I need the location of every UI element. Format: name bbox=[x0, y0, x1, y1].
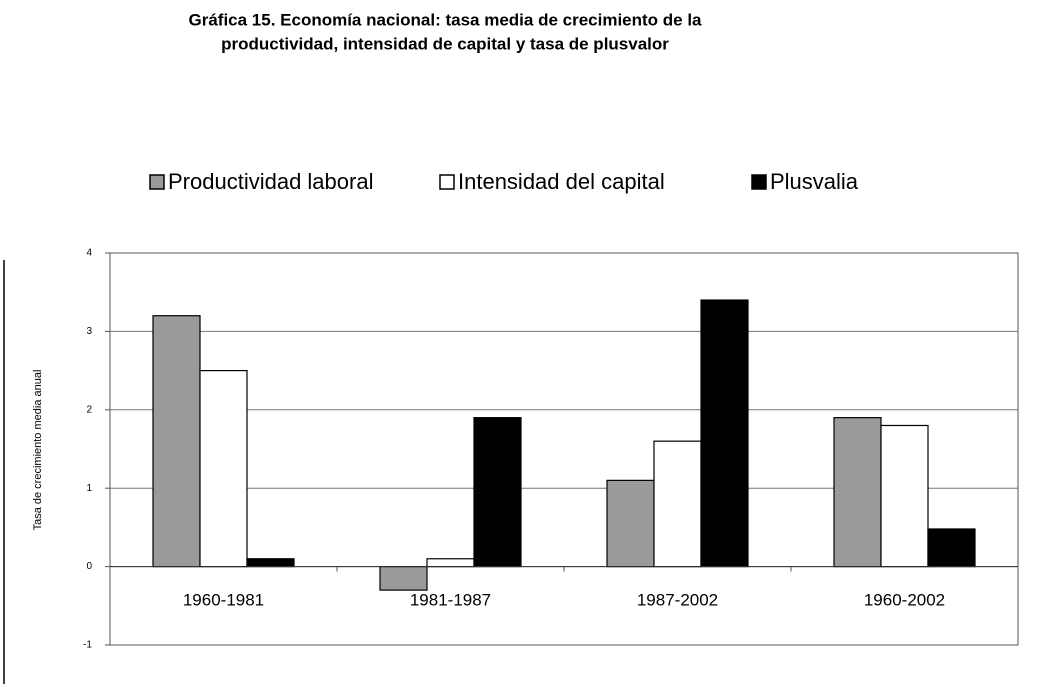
x-tick-label: 1960-2002 bbox=[864, 590, 945, 609]
chart-title: productividad, intensidad de capital y t… bbox=[221, 34, 669, 53]
plot-area bbox=[109, 252, 1019, 646]
y-tick-label: 3 bbox=[86, 326, 92, 337]
bar bbox=[927, 528, 976, 568]
y-tick-label: -1 bbox=[83, 640, 92, 651]
bar bbox=[653, 440, 702, 568]
y-tick-label: 0 bbox=[86, 561, 92, 572]
legend-label: Plusvalia bbox=[770, 169, 859, 194]
y-tick-label: 4 bbox=[86, 248, 92, 259]
x-tick-label: 1960-1981 bbox=[183, 590, 264, 609]
y-tick-label: 2 bbox=[86, 404, 92, 415]
chart-title: Gráfica 15. Economía nacional: tasa medi… bbox=[188, 10, 702, 29]
bar bbox=[473, 417, 522, 568]
y-axis-label: Tasa de crecimiento media anual bbox=[32, 370, 44, 531]
bar bbox=[246, 558, 295, 568]
bar bbox=[426, 558, 475, 568]
y-tick-label: 1 bbox=[86, 483, 92, 494]
bar bbox=[880, 424, 929, 568]
legend-swatch bbox=[439, 174, 455, 190]
bar bbox=[606, 479, 655, 568]
legend-swatch bbox=[751, 174, 767, 190]
x-tick-label: 1987-2002 bbox=[637, 590, 718, 609]
bar bbox=[199, 370, 248, 568]
x-tick-label: 1981-1987 bbox=[410, 590, 491, 609]
bar bbox=[152, 315, 201, 568]
bar bbox=[833, 417, 882, 568]
legend-label: Productividad laboral bbox=[168, 169, 373, 194]
bar bbox=[379, 565, 428, 591]
bar bbox=[700, 299, 749, 568]
legend-swatch bbox=[149, 174, 165, 190]
legend-label: Intensidad del capital bbox=[458, 169, 665, 194]
